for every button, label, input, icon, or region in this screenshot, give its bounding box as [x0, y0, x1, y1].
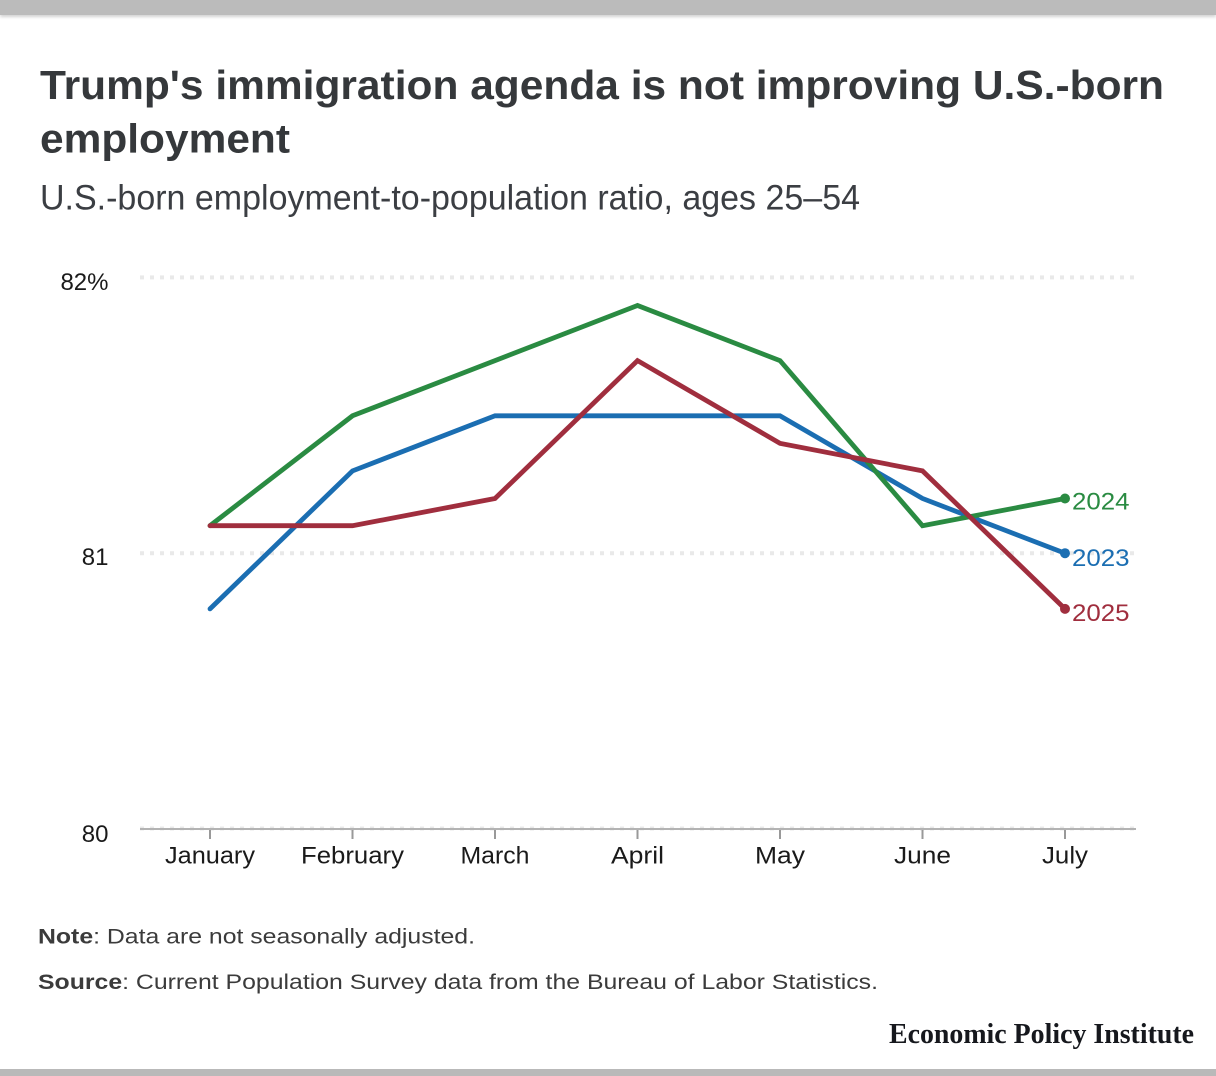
svg-text:2024: 2024: [1072, 489, 1130, 516]
svg-text:Economic Policy Institute: Economic Policy Institute: [889, 1018, 1194, 1050]
svg-text:April: April: [611, 843, 664, 870]
svg-text:U.S.-born employment-to-popula: U.S.-born employment-to-population ratio…: [40, 179, 860, 218]
svg-text:2025: 2025: [1072, 600, 1130, 627]
svg-text:82%: 82%: [60, 269, 108, 296]
svg-text:May: May: [755, 843, 805, 870]
svg-text:Trump's immigration agenda is: Trump's immigration agenda is not improv…: [40, 62, 1164, 108]
svg-text:June: June: [894, 843, 951, 870]
svg-text:81: 81: [82, 544, 109, 571]
svg-text:January: January: [165, 843, 255, 870]
svg-text:employment: employment: [40, 116, 290, 162]
svg-text:2023: 2023: [1072, 545, 1130, 572]
svg-text:Note: Data are not seasonally: Note: Data are not seasonally adjusted.: [38, 926, 475, 949]
svg-text:80: 80: [82, 821, 109, 848]
svg-text:Source: Current Population Sur: Source: Current Population Survey data f…: [38, 971, 878, 994]
svg-text:July: July: [1042, 843, 1088, 870]
svg-text:February: February: [301, 843, 404, 870]
svg-text:March: March: [461, 843, 530, 870]
